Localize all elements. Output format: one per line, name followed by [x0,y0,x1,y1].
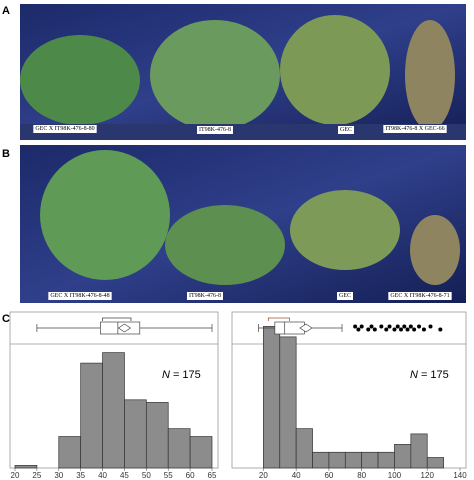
n-annotation: N = 175 [410,369,449,381]
caption-box [33,125,97,133]
bar [410,433,428,469]
caption-box [338,126,354,134]
bar [263,326,281,469]
outlier [412,327,417,332]
outlier [417,324,422,329]
x-tick-label: 140 [453,471,467,480]
photo-caption: IT98K-476-8 X GEC-66 [385,126,444,132]
bar [80,362,103,469]
bar [344,451,363,469]
outlier [438,327,443,332]
mean-diamond [117,323,132,333]
outlier [408,324,413,329]
caption-box [388,292,452,300]
bar [124,399,147,469]
x-tick-label: 35 [76,471,85,480]
n-value: = 175 [173,369,201,381]
bar [102,352,125,469]
caption-box [383,125,447,133]
bar [361,451,379,469]
x-tick-label: 45 [120,471,129,480]
bar [394,444,412,469]
x-tick-label: 25 [32,471,41,480]
bar [189,436,213,469]
x-tick-label: 65 [208,471,217,480]
outlier [392,327,397,332]
outlier [359,324,364,329]
bar [328,451,346,469]
panel-label: C [2,313,10,325]
photo-caption: IT98K-476-8 [199,127,231,133]
x-tick-label: 60 [186,471,195,480]
outlier [402,324,407,329]
x-tick-label: 60 [324,471,333,480]
outlier [395,324,400,329]
bar [377,451,395,469]
caption-box [48,292,112,300]
outlier [428,324,433,329]
outlier [384,327,389,332]
outlier [366,327,371,332]
x-tick-label: 40 [98,471,107,480]
x-tick-label: 30 [54,471,63,480]
outlier [399,327,404,332]
bar [145,402,169,469]
photo-a [20,4,466,140]
photo-caption: GEC X IT98K-476-8-71 [390,293,449,299]
bar [14,465,38,469]
n-symbol: N [410,369,418,381]
x-tick-label: 40 [292,471,301,480]
caption-box [197,126,233,134]
caption-box [187,292,223,300]
x-tick-label: 100 [388,471,402,480]
caption-box [337,292,353,300]
photo-caption: GEC X IT98K-476-8-80 [35,126,94,132]
x-tick-label: 80 [357,471,366,480]
x-tick-label: 55 [164,471,173,480]
outlier [369,324,374,329]
outlier [353,324,358,329]
bar [312,451,330,469]
photo-caption: GEC [339,293,351,299]
photo-caption: IT98K-476-8 [189,293,221,299]
bar [58,436,82,469]
confidence-bracket [102,317,132,321]
bar [426,457,444,469]
n-value: = 175 [421,369,449,381]
x-tick-label: 20 [11,471,20,480]
photo-b [20,145,466,303]
n-symbol: N [162,369,170,381]
outlier [405,327,410,332]
panel-label: A [2,5,10,17]
outlier [421,327,426,332]
panel-label: B [2,148,10,160]
bar [279,336,297,469]
outlier [379,324,384,329]
x-tick-label: 20 [259,471,268,480]
bar [295,428,313,469]
photo-caption: GEC [340,127,352,133]
outlier [356,327,361,332]
x-tick-label: 120 [421,471,435,480]
n-annotation: N = 175 [162,369,201,381]
outlier [372,327,377,332]
outlier [387,324,392,329]
mean-diamond [299,323,313,333]
bar [167,428,191,469]
photo-caption: GEC X IT98K-476-8-48 [50,293,109,299]
confidence-bracket [267,317,290,321]
x-tick-label: 50 [142,471,151,480]
